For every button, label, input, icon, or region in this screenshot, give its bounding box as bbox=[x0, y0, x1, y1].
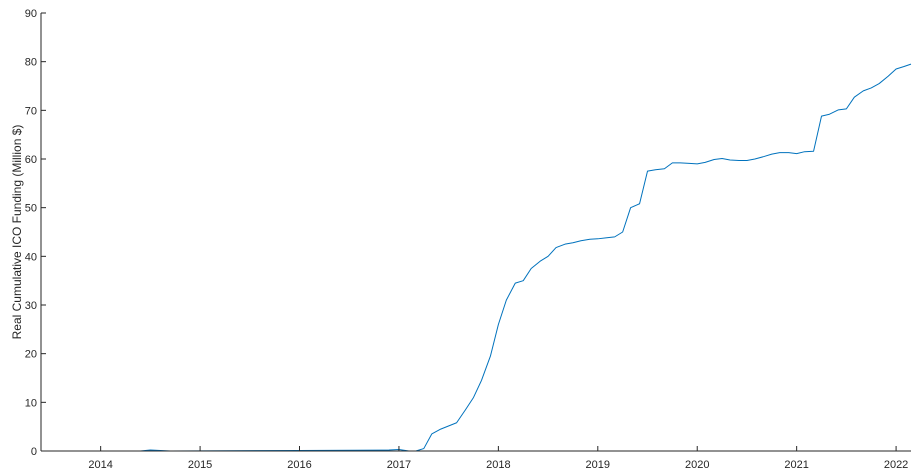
y-tick-label: 80 bbox=[25, 57, 37, 69]
x-tick-label: 2019 bbox=[586, 459, 610, 471]
y-tick-label: 10 bbox=[25, 397, 37, 409]
x-tick-label: 2016 bbox=[287, 459, 311, 471]
x-axis-ticks: 2014 2015 2016 2017 2018 2019 2020 2021 2022 bbox=[88, 446, 908, 471]
x-tick-label: 2017 bbox=[387, 459, 411, 471]
y-axis-label: Real Cumulative ICO Funding (Million $) bbox=[10, 125, 24, 340]
y-axis-ticks: 0 10 20 30 40 50 60 70 80 90 bbox=[25, 8, 46, 458]
x-tick-label: 2020 bbox=[685, 459, 709, 471]
x-tick-label: 2021 bbox=[784, 459, 808, 471]
series-line-group bbox=[41, 63, 912, 452]
x-tick-label: 2015 bbox=[188, 459, 212, 471]
axes bbox=[40, 13, 911, 452]
y-tick-label: 70 bbox=[25, 105, 37, 117]
x-tick-label: 2022 bbox=[884, 459, 908, 471]
x-tick-label: 2014 bbox=[88, 459, 112, 471]
plot-area bbox=[41, 13, 911, 451]
series-line-0 bbox=[41, 63, 912, 452]
y-tick-label: 20 bbox=[25, 349, 37, 361]
y-tick-label: 50 bbox=[25, 203, 37, 215]
y-tick-label: 30 bbox=[25, 300, 37, 312]
y-tick-label: 0 bbox=[31, 446, 37, 458]
y-tick-label: 40 bbox=[25, 251, 37, 263]
x-tick-label: 2018 bbox=[486, 459, 510, 471]
y-tick-label: 60 bbox=[25, 154, 37, 166]
y-tick-label: 90 bbox=[25, 8, 37, 20]
